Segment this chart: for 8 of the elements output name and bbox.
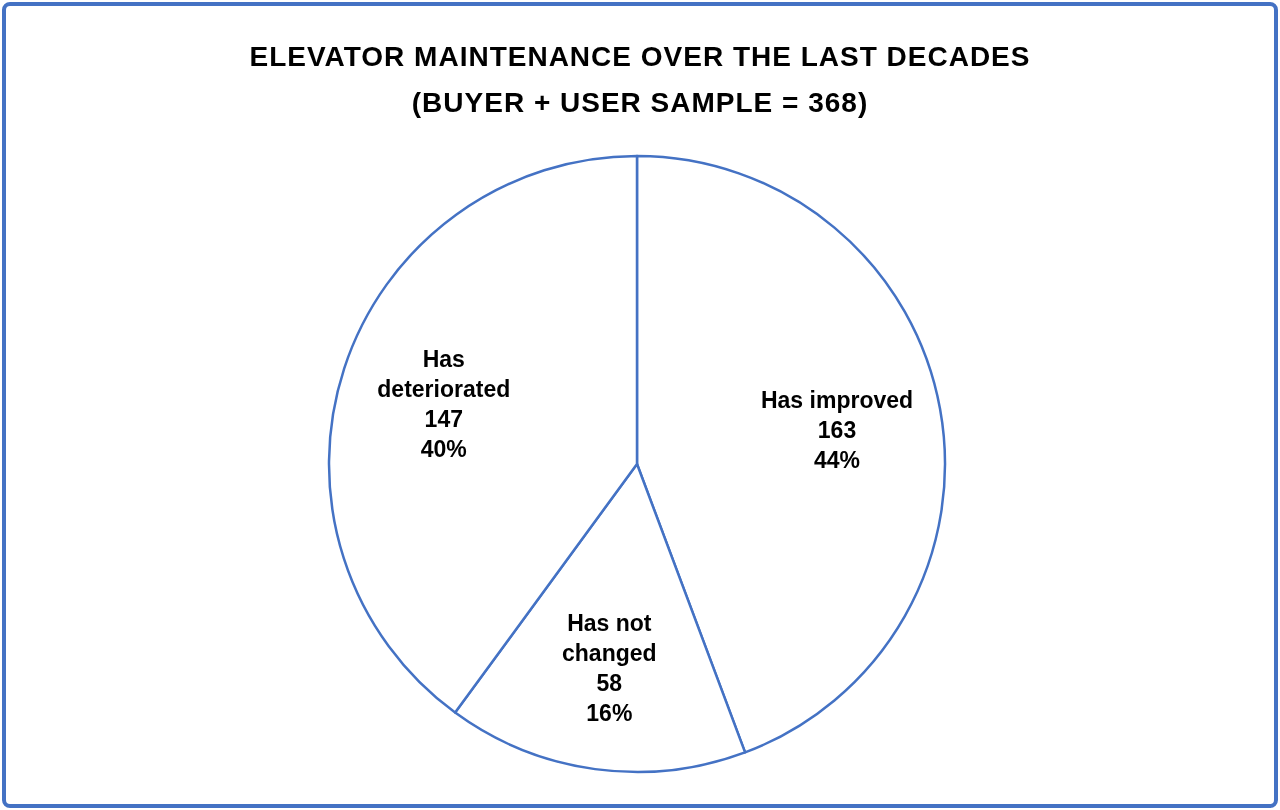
- data-label: 147 40%: [420, 405, 467, 462]
- slice-label: Has improved: [760, 386, 914, 413]
- chart-subtitle: (BUYER + USER SAMPLE = 368): [411, 87, 869, 118]
- slice-label: Has not changed: [562, 610, 657, 667]
- slice-label: Has deteriorated: [377, 345, 511, 402]
- data-label: 58 16%: [586, 670, 633, 727]
- chart-title: ELEVATOR MAINTENANCE OVER THE LAST DECADES: [249, 41, 1031, 72]
- data-label: 163 44%: [814, 416, 861, 473]
